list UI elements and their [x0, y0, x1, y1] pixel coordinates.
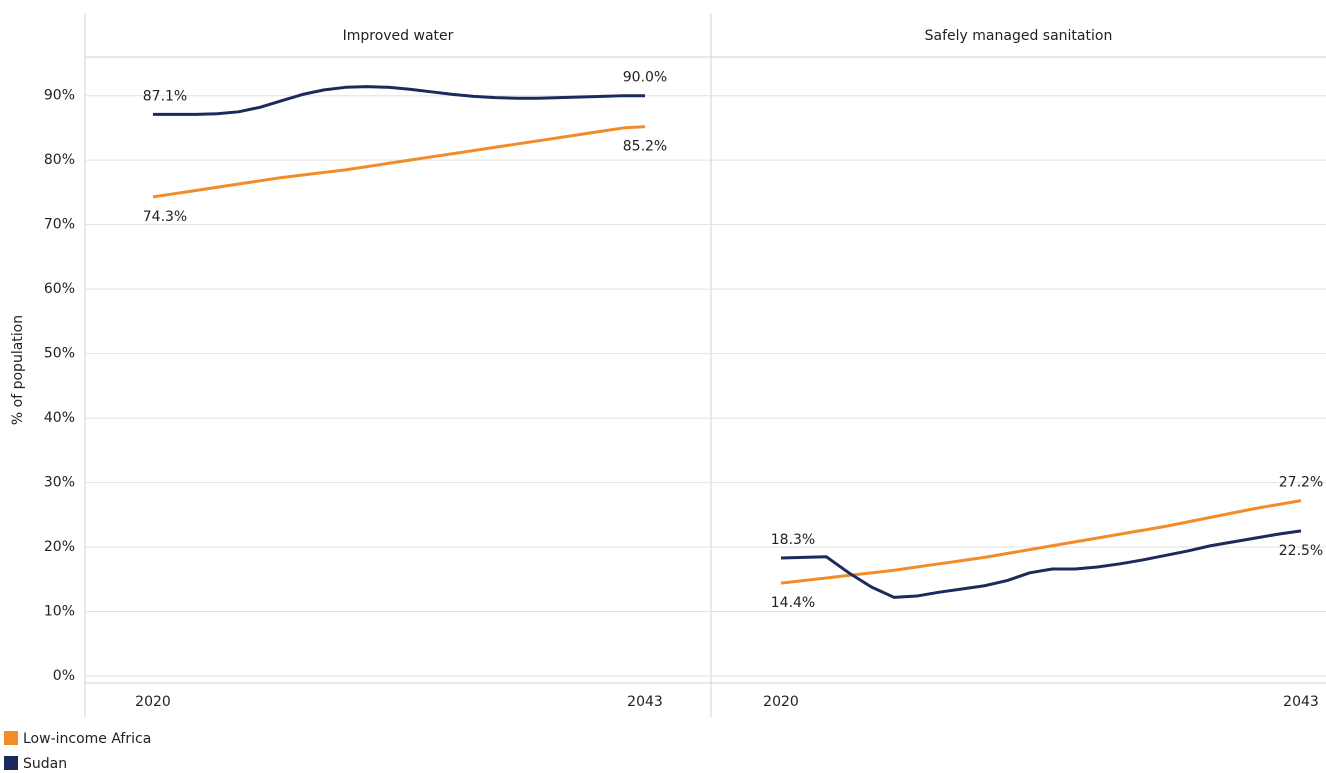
- data-label: 74.3%: [143, 209, 187, 225]
- data-label: 18.3%: [771, 532, 815, 548]
- data-label: 27.2%: [1279, 475, 1323, 491]
- y-tick-label: 70%: [44, 217, 75, 233]
- series-line: [780, 529, 1302, 599]
- data-label: 85.2%: [623, 139, 667, 155]
- data-label: 14.4%: [771, 595, 815, 611]
- panel-title: Safely managed sanitation: [925, 28, 1113, 44]
- y-tick-label: 20%: [44, 539, 75, 555]
- series-line: [153, 85, 645, 116]
- y-axis-label: % of population: [10, 315, 26, 425]
- data-label: 87.1%: [143, 88, 187, 104]
- x-tick-label: 2043: [627, 694, 663, 710]
- data-label: 22.5%: [1279, 543, 1323, 559]
- y-tick-label: 10%: [44, 604, 75, 620]
- data-label: 90.0%: [623, 70, 667, 86]
- y-tick-label: 0%: [53, 668, 75, 684]
- y-tick-label: 40%: [44, 410, 75, 426]
- y-tick-label: 90%: [44, 88, 75, 104]
- legend-label: Low-income Africa: [23, 731, 151, 747]
- x-tick-label: 2020: [135, 694, 171, 710]
- x-tick-label: 2043: [1283, 694, 1319, 710]
- legend-swatch: [4, 731, 18, 745]
- y-tick-label: 80%: [44, 152, 75, 168]
- y-tick-label: 50%: [44, 346, 75, 362]
- legend-swatch: [4, 756, 18, 770]
- y-tick-label: 60%: [44, 281, 75, 297]
- panel-title: Improved water: [343, 28, 454, 44]
- y-tick-label: 30%: [44, 475, 75, 491]
- series-line: [780, 499, 1302, 585]
- x-tick-label: 2020: [763, 694, 799, 710]
- series-line: [152, 125, 646, 199]
- legend-label: Sudan: [23, 756, 67, 772]
